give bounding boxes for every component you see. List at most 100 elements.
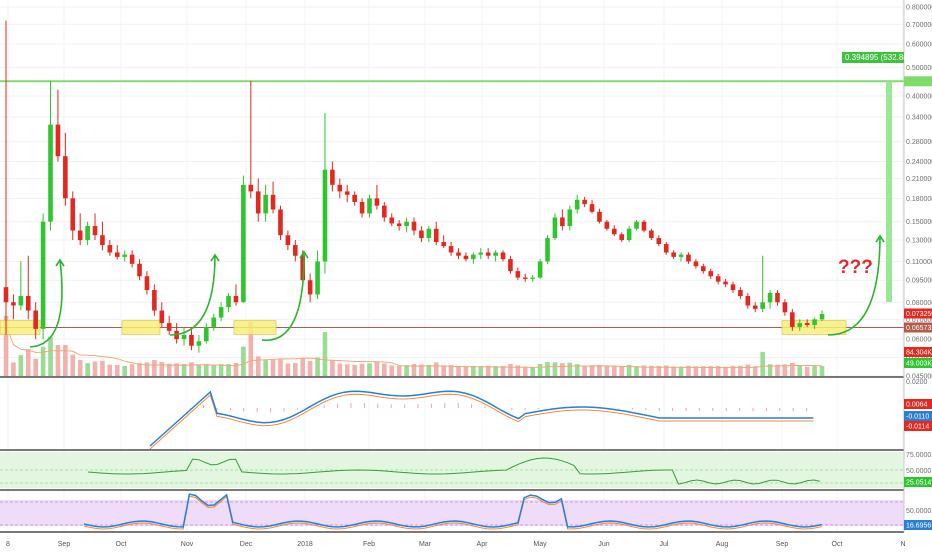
- candle-body[interactable]: [389, 217, 395, 224]
- candle-body[interactable]: [107, 245, 113, 253]
- candle-body[interactable]: [48, 124, 53, 222]
- date-axis[interactable]: 8 Sep Oct Nov Dec 2018 Feb Mar Apr May Jun Jul Aug Se…: [6, 541, 905, 548]
- candle-body[interactable]: [537, 261, 543, 278]
- candle-body[interactable]: [367, 198, 372, 214]
- candle-body[interactable]: [404, 221, 409, 227]
- candle-body[interactable]: [152, 290, 157, 311]
- candle-body[interactable]: [122, 254, 127, 257]
- candle-body[interactable]: [203, 326, 209, 342]
- candle-body[interactable]: [812, 319, 817, 325]
- candle-body[interactable]: [745, 296, 751, 306]
- candle-body[interactable]: [463, 255, 469, 260]
- candle-body[interactable]: [374, 198, 380, 206]
- candle-body[interactable]: [715, 276, 721, 282]
- candle-body[interactable]: [730, 284, 736, 291]
- candle-body[interactable]: [137, 263, 142, 277]
- candle-body[interactable]: [77, 230, 83, 241]
- candle-body[interactable]: [129, 254, 135, 264]
- candle-body[interactable]: [567, 209, 573, 227]
- candle-body[interactable]: [166, 323, 172, 331]
- candle-body[interactable]: [708, 271, 714, 277]
- candle-body[interactable]: [701, 266, 706, 272]
- candle-body[interactable]: [686, 254, 691, 262]
- candle-body[interactable]: [55, 124, 61, 157]
- candle-body[interactable]: [33, 310, 38, 329]
- candle-body[interactable]: [560, 217, 565, 227]
- candle-body[interactable]: [278, 209, 283, 236]
- candle-body[interactable]: [307, 280, 313, 295]
- candle-body[interactable]: [189, 334, 194, 346]
- candle-body[interactable]: [85, 226, 90, 241]
- candle-body[interactable]: [456, 252, 461, 256]
- candle-body[interactable]: [448, 246, 454, 253]
- candle-body[interactable]: [752, 305, 758, 309]
- candle-body[interactable]: [70, 198, 76, 231]
- candle-body[interactable]: [248, 184, 254, 192]
- candle-body[interactable]: [656, 238, 662, 245]
- candle-body[interactable]: [552, 217, 558, 239]
- candle-body[interactable]: [211, 317, 217, 327]
- candle-body[interactable]: [25, 296, 31, 311]
- candle-body[interactable]: [359, 201, 365, 214]
- candle-body[interactable]: [196, 341, 202, 346]
- candle-body[interactable]: [352, 194, 357, 202]
- candle-body[interactable]: [181, 334, 187, 340]
- candle-body[interactable]: [819, 313, 825, 320]
- candle-body[interactable]: [233, 296, 239, 303]
- candle-body[interactable]: [545, 238, 550, 262]
- candle-body[interactable]: [693, 261, 699, 267]
- candle-body[interactable]: [634, 221, 639, 229]
- candle-body[interactable]: [411, 221, 417, 231]
- candle-body[interactable]: [500, 252, 506, 260]
- candle-body[interactable]: [426, 228, 432, 239]
- candle-body[interactable]: [797, 323, 803, 327]
- candle-body[interactable]: [530, 277, 535, 279]
- candle-body[interactable]: [804, 323, 810, 325]
- candle-body[interactable]: [40, 221, 46, 329]
- candle-body[interactable]: [241, 184, 246, 303]
- candle-body[interactable]: [782, 302, 788, 313]
- candle-body[interactable]: [337, 184, 343, 192]
- candle-body[interactable]: [144, 276, 150, 291]
- candle-body[interactable]: [574, 199, 580, 210]
- candle-body[interactable]: [218, 307, 224, 318]
- candle-body[interactable]: [515, 271, 521, 278]
- candle-body[interactable]: [285, 235, 291, 246]
- candle-body[interactable]: [114, 252, 120, 257]
- candle-body[interactable]: [441, 242, 446, 247]
- candle-body[interactable]: [522, 277, 528, 279]
- candle-body[interactable]: [3, 287, 9, 303]
- candle-body[interactable]: [738, 290, 743, 297]
- candle-body[interactable]: [485, 252, 491, 256]
- candle-body[interactable]: [671, 252, 676, 257]
- candle-body[interactable]: [471, 254, 476, 260]
- candle-body[interactable]: [92, 226, 98, 236]
- candle-body[interactable]: [493, 252, 498, 256]
- candle-body[interactable]: [382, 205, 387, 218]
- candle-body[interactable]: [322, 169, 328, 262]
- candle-body[interactable]: [626, 228, 632, 241]
- candle-body[interactable]: [723, 281, 728, 285]
- candle-body[interactable]: [582, 199, 587, 205]
- candle-body[interactable]: [159, 310, 165, 324]
- candle-body[interactable]: [263, 194, 268, 214]
- candle-body[interactable]: [63, 156, 68, 199]
- candle-body[interactable]: [597, 211, 602, 222]
- candles-layer[interactable]: [3, 20, 825, 353]
- candle-body[interactable]: [270, 194, 276, 210]
- candle-body[interactable]: [18, 296, 24, 306]
- candle-body[interactable]: [293, 245, 298, 256]
- candle-body[interactable]: [589, 204, 595, 212]
- candle-body[interactable]: [300, 255, 306, 281]
- candle-body[interactable]: [611, 228, 617, 235]
- candle-body[interactable]: [226, 296, 231, 308]
- candle-body[interactable]: [663, 244, 669, 253]
- candle-body[interactable]: [760, 302, 765, 309]
- candle-body[interactable]: [344, 191, 350, 195]
- candle-body[interactable]: [508, 259, 513, 272]
- candle-body[interactable]: [767, 292, 773, 303]
- candle-body[interactable]: [478, 252, 484, 255]
- candle-body[interactable]: [641, 221, 647, 231]
